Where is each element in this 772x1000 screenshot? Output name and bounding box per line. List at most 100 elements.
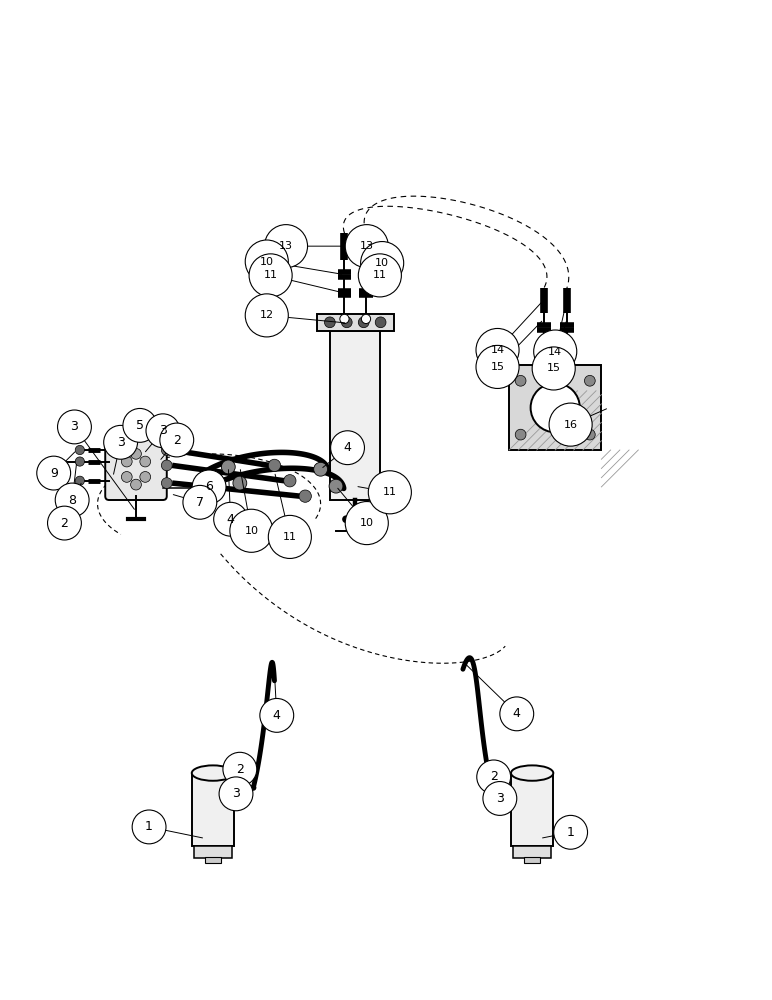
Text: 2: 2 — [173, 434, 181, 447]
Text: 8: 8 — [68, 494, 76, 507]
Circle shape — [530, 383, 580, 432]
Circle shape — [489, 785, 495, 791]
Circle shape — [329, 479, 343, 493]
Circle shape — [132, 810, 166, 844]
Circle shape — [265, 225, 307, 268]
Text: 7: 7 — [196, 496, 204, 509]
Text: 15: 15 — [490, 362, 505, 372]
Bar — [509, 365, 601, 450]
Circle shape — [283, 475, 296, 487]
Circle shape — [130, 448, 141, 459]
Bar — [524, 857, 540, 863]
Bar — [513, 846, 551, 858]
Circle shape — [375, 317, 386, 328]
Circle shape — [233, 476, 247, 490]
Circle shape — [245, 240, 288, 283]
Circle shape — [103, 425, 137, 459]
Text: 14: 14 — [548, 347, 562, 357]
Circle shape — [476, 328, 519, 372]
Ellipse shape — [191, 765, 234, 781]
Circle shape — [345, 502, 388, 545]
Circle shape — [58, 410, 91, 444]
Text: 13: 13 — [360, 241, 374, 251]
Circle shape — [75, 476, 84, 485]
Text: 3: 3 — [117, 436, 124, 449]
Circle shape — [324, 317, 335, 328]
Circle shape — [483, 782, 516, 815]
Text: 3: 3 — [232, 787, 240, 800]
Circle shape — [245, 294, 288, 337]
Circle shape — [161, 478, 172, 488]
Circle shape — [554, 815, 587, 849]
Circle shape — [313, 462, 327, 476]
Bar — [205, 857, 221, 863]
Circle shape — [222, 460, 235, 474]
Circle shape — [130, 479, 141, 490]
Text: 12: 12 — [259, 310, 274, 320]
Circle shape — [214, 502, 248, 536]
Text: 11: 11 — [383, 487, 397, 497]
Bar — [330, 331, 381, 500]
Text: 1: 1 — [567, 826, 574, 839]
Circle shape — [515, 429, 526, 440]
Circle shape — [160, 423, 194, 457]
Circle shape — [361, 314, 371, 324]
Text: 4: 4 — [227, 513, 235, 526]
Circle shape — [140, 456, 151, 467]
Text: 1: 1 — [145, 820, 153, 833]
Text: 3: 3 — [159, 424, 167, 437]
Circle shape — [249, 254, 292, 297]
Circle shape — [121, 456, 132, 467]
Text: 4: 4 — [273, 709, 281, 722]
Circle shape — [584, 429, 595, 440]
Bar — [317, 314, 394, 331]
Text: 10: 10 — [375, 258, 389, 268]
Circle shape — [161, 460, 172, 471]
Circle shape — [37, 456, 70, 490]
Text: 10: 10 — [259, 257, 274, 267]
Circle shape — [183, 485, 217, 519]
Circle shape — [123, 408, 157, 442]
Circle shape — [260, 698, 293, 732]
Bar — [191, 773, 234, 846]
Text: 14: 14 — [490, 345, 505, 355]
Circle shape — [361, 515, 368, 523]
Circle shape — [48, 506, 81, 540]
Circle shape — [368, 471, 411, 514]
Circle shape — [358, 317, 369, 328]
Text: 11: 11 — [263, 270, 278, 280]
Circle shape — [230, 509, 273, 552]
Circle shape — [192, 470, 226, 504]
Circle shape — [477, 760, 510, 794]
Circle shape — [223, 752, 257, 786]
Circle shape — [140, 472, 151, 482]
Circle shape — [250, 785, 256, 791]
Text: 2: 2 — [60, 517, 69, 530]
Circle shape — [499, 697, 533, 731]
Ellipse shape — [241, 786, 252, 794]
Text: 3: 3 — [496, 792, 504, 805]
Bar — [194, 846, 232, 858]
Circle shape — [299, 490, 311, 502]
Text: 2: 2 — [489, 770, 498, 783]
Text: 16: 16 — [564, 420, 577, 430]
Ellipse shape — [511, 765, 554, 781]
Text: 4: 4 — [344, 441, 351, 454]
Circle shape — [361, 242, 404, 285]
Circle shape — [342, 515, 350, 523]
FancyBboxPatch shape — [105, 438, 167, 500]
Circle shape — [549, 403, 592, 446]
Circle shape — [533, 330, 577, 373]
Circle shape — [75, 457, 84, 466]
Text: 4: 4 — [513, 707, 520, 720]
Text: 9: 9 — [49, 467, 58, 480]
Circle shape — [584, 375, 595, 386]
Text: 2: 2 — [236, 763, 244, 776]
Circle shape — [146, 414, 180, 448]
Text: 3: 3 — [70, 420, 79, 433]
Circle shape — [476, 345, 519, 388]
Circle shape — [358, 254, 401, 297]
Ellipse shape — [493, 786, 504, 794]
Circle shape — [341, 317, 352, 328]
Circle shape — [219, 777, 253, 811]
